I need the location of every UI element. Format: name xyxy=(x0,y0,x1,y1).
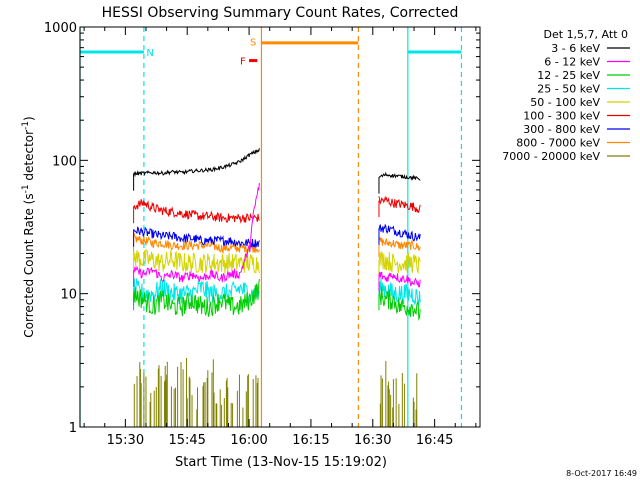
legend-label-4: 25 - 50 keV xyxy=(537,83,600,96)
series-5-trace xyxy=(133,248,260,274)
series-2-segment-1 xyxy=(133,183,260,287)
series-1-segment-1 xyxy=(133,148,260,191)
flag-label-s: S xyxy=(250,37,256,48)
x-tick-label: 16:00 xyxy=(230,433,267,448)
legend-label-1: 3 - 6 keV xyxy=(551,42,600,55)
series-7-trace xyxy=(378,223,421,242)
series-3-segment-2 xyxy=(378,286,421,321)
legend-label-8: 800 - 7000 keV xyxy=(516,137,600,150)
series-7-segment-2 xyxy=(378,223,421,245)
series-6-trace xyxy=(133,199,260,224)
series-6-segment-2 xyxy=(378,195,421,218)
series-1-trace xyxy=(133,148,260,178)
series-6-trace xyxy=(378,195,421,214)
flag-label-n: N xyxy=(146,48,153,59)
chart-title: HESSI Observing Summary Count Rates, Cor… xyxy=(102,5,459,21)
series-5-segment-2 xyxy=(378,251,421,277)
x-tick-label: 16:30 xyxy=(354,433,391,448)
series-7-segment-1 xyxy=(133,226,260,248)
series-1-segment-2 xyxy=(378,171,421,194)
legend-header: Det 1,5,7, Att 0 xyxy=(544,28,628,41)
plot-frame xyxy=(79,26,481,428)
x-axis-label: Start Time (13-Nov-15 15:19:02) xyxy=(175,455,387,470)
y-tick-label: 1 xyxy=(69,421,77,436)
series-3-trace xyxy=(378,286,421,321)
plot-content: N SF xyxy=(79,27,463,427)
legend-label-7: 300 - 800 keV xyxy=(523,123,600,136)
series-9-segment-1 xyxy=(133,357,259,427)
legend-label-2: 6 - 12 keV xyxy=(544,56,600,69)
series-9-segment-2 xyxy=(379,360,418,427)
series-2-trace xyxy=(378,271,421,288)
x-tick-label: 16:15 xyxy=(292,433,329,448)
x-tick-label: 16:45 xyxy=(416,433,453,448)
series-5-trace xyxy=(378,251,421,275)
timestamp: 8-Oct-2017 16:49 xyxy=(566,469,637,478)
x-tick-label: 15:30 xyxy=(107,433,144,448)
series-3-segment-1 xyxy=(133,278,260,317)
y-axis-label-main: Corrected Count Rate (s xyxy=(22,193,36,337)
y-axis-label-sup1: -1 xyxy=(21,184,31,193)
series-1-trace xyxy=(378,171,421,181)
axes: 1 10 100 1000 15:30 15:45 16:00 16:15 16:30 16:45 xyxy=(44,21,480,448)
y-axis-label: Corrected Count Rate (s-1 detector-1) xyxy=(21,116,36,337)
legend-label-9: 7000 - 20000 keV xyxy=(502,150,600,163)
series-4-trace xyxy=(378,277,421,307)
y-tick-label: 1000 xyxy=(44,21,77,36)
flag-label-f: F xyxy=(240,57,246,68)
series-2-segment-2 xyxy=(378,271,421,291)
series-3-trace xyxy=(133,278,260,317)
legend-label-3: 12 - 25 keV xyxy=(537,69,600,82)
legend-label-6: 100 - 300 keV xyxy=(523,110,600,123)
series-4-trace xyxy=(133,277,260,305)
series-6-segment-1 xyxy=(133,199,260,224)
series-8-trace xyxy=(378,236,421,251)
series-2-trace xyxy=(133,183,260,283)
x-tick-label: 15:45 xyxy=(168,433,205,448)
y-tick-label: 10 xyxy=(60,288,77,303)
y-axis-label-end: ) xyxy=(22,116,36,121)
series-8-trace xyxy=(133,232,260,255)
y-tick-label: 100 xyxy=(52,154,77,169)
y-axis-label-mid: detector xyxy=(22,130,36,185)
legend-label-5: 50 - 100 keV xyxy=(530,96,600,109)
series-7-trace xyxy=(133,226,260,248)
y-axis-label-sup2: -1 xyxy=(21,121,31,130)
